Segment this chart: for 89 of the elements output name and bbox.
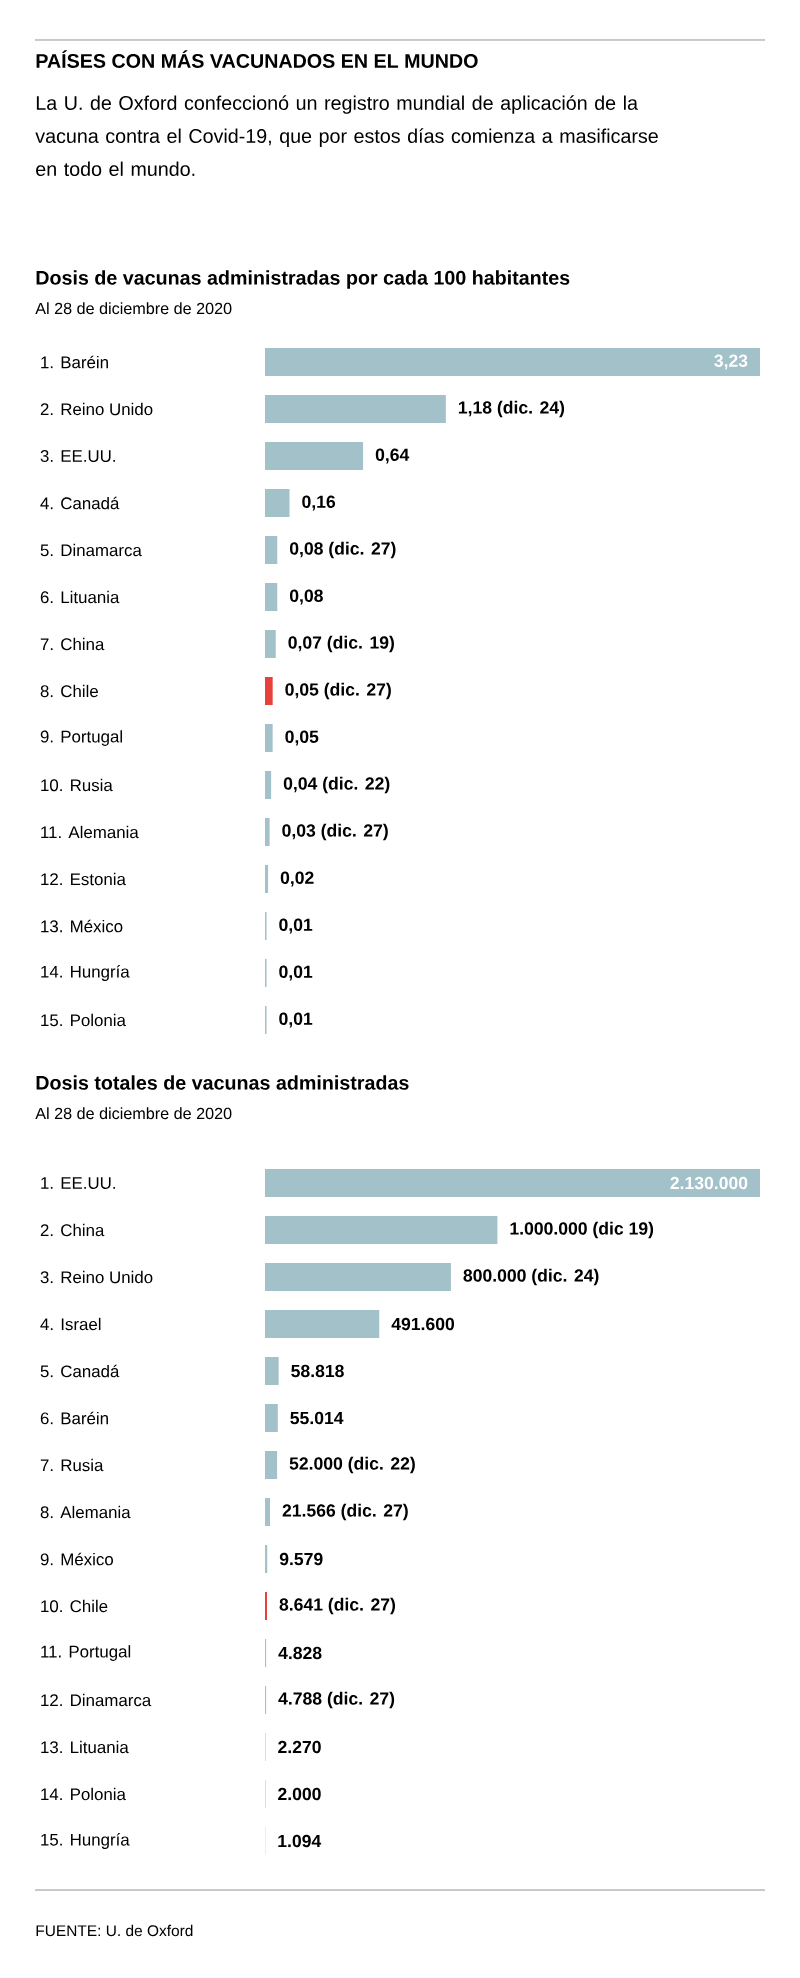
- y-tick-label: 9. México: [40, 1552, 113, 1566]
- bar: [265, 1592, 268, 1621]
- data-label: 21.566 (dic. 27): [282, 1503, 408, 1521]
- y-tick-label: 4. Canadá: [40, 496, 120, 510]
- data-label: 9.579: [279, 1552, 323, 1566]
- y-tick-label: 2. China: [40, 1223, 105, 1237]
- y-tick-label: 7. Rusia: [40, 1458, 104, 1472]
- y-tick-label: 15. Hungría: [41, 1833, 130, 1849]
- data-label: 0,01: [279, 965, 313, 981]
- data-label: 0,01: [279, 918, 313, 934]
- bar: [265, 442, 364, 471]
- y-tick-label: 13. México: [41, 919, 123, 933]
- y-tick-label: 3. EE.UU.: [40, 450, 115, 462]
- text: PAÍSES CON MÁS VACUNADOS EN EL MUNDO: [36, 50, 478, 68]
- bar: [265, 1169, 760, 1198]
- data-label: 8.641 (dic. 27): [279, 1597, 396, 1615]
- y-tick-label: 2. Reino Unido: [40, 402, 153, 416]
- y-tick-label: 12. Estonia: [41, 872, 126, 886]
- y-tick-label: 7. China: [40, 637, 105, 651]
- bar: [265, 1357, 279, 1386]
- y-tick-label: 11. Alemania: [41, 825, 139, 839]
- bar: [265, 489, 290, 518]
- y-tick-label: 6. Baréin: [40, 1411, 108, 1425]
- y-tick-label: 14. Hungría: [41, 965, 130, 981]
- data-label: 0,08 (dic. 27): [289, 541, 396, 559]
- y-tick-label: 6. Lituania: [40, 590, 120, 604]
- data-label: 1.000.000 (dic 19): [510, 1221, 654, 1239]
- data-label: 58.818: [291, 1364, 344, 1378]
- data-label: 1,18 (dic. 24): [458, 400, 565, 418]
- data-label: 2.270: [278, 1740, 321, 1754]
- y-tick-label: 5. Dinamarca: [40, 543, 142, 557]
- bar: [265, 865, 269, 894]
- data-label: 0,03 (dic. 27): [282, 823, 388, 841]
- data-label: 0,05 (dic. 27): [285, 682, 391, 700]
- data-label: 52.000 (dic. 22): [289, 1456, 415, 1474]
- y-tick-label: 4. Israel: [40, 1317, 101, 1331]
- y-tick-label: 9. Portugal: [40, 730, 122, 746]
- bar: [265, 1451, 278, 1480]
- text: Al 28 de diciembre de 2020: [35, 1107, 232, 1120]
- bar: [265, 771, 272, 800]
- bar: [265, 630, 276, 659]
- data-label: 0,04 (dic. 22): [283, 776, 390, 794]
- data-label: 2.000: [278, 1787, 321, 1801]
- text: La U. de Oxford confeccionó un registro mundial de aplicación de la vacuna contra el Covid-19, que por estos días comienza a masificarse en todo el mundo.: [35, 95, 658, 177]
- y-tick-label: 1. EE.UU.: [41, 1177, 115, 1189]
- y-tick-label: 10. Rusia: [41, 778, 113, 792]
- chart-title: Dosis de vacunas administradas por cada 100 habitantes: [36, 270, 570, 289]
- text: Al 28 de diciembre de 2020: [35, 302, 232, 315]
- bar: [265, 348, 761, 377]
- bar: [265, 1310, 380, 1339]
- data-label: 4.828: [278, 1646, 322, 1660]
- y-tick-label: 15. Polonia: [41, 1013, 126, 1027]
- y-tick-label: 10. Chile: [41, 1599, 108, 1613]
- y-tick-label: 1. Baréin: [41, 355, 108, 369]
- data-label: 2.130.000: [670, 1176, 748, 1190]
- data-label: 4.788 (dic. 27): [278, 1691, 395, 1709]
- y-tick-label: 14. Polonia: [41, 1787, 126, 1801]
- data-label: 0,01: [279, 1012, 313, 1028]
- data-label: 55.014: [290, 1411, 344, 1425]
- y-tick-label: 12. Dinamarca: [41, 1693, 152, 1707]
- y-tick-label: 8. Alemania: [40, 1505, 131, 1519]
- y-tick-label: 3. Reino Unido: [40, 1270, 153, 1284]
- bar: [265, 1216, 498, 1245]
- data-label: 0,07 (dic. 19): [288, 635, 394, 653]
- bar: [265, 583, 278, 612]
- y-tick-label: 11. Portugal: [41, 1645, 131, 1661]
- bar: [265, 1404, 278, 1433]
- bar: [265, 395, 446, 424]
- data-label: 0,05: [285, 730, 319, 746]
- y-tick-label: 13. Lituania: [41, 1740, 129, 1754]
- data-label: 0,02: [280, 871, 314, 887]
- y-tick-label: 8. Chile: [40, 684, 98, 698]
- bar: [265, 818, 270, 847]
- bar: [265, 1498, 271, 1527]
- bar: [265, 724, 273, 753]
- bar: [265, 536, 278, 565]
- bar: [265, 1263, 451, 1292]
- data-label: 800.000 (dic. 24): [463, 1268, 599, 1286]
- data-label: 491.600: [391, 1317, 455, 1331]
- y-tick-label: 5. Canadá: [40, 1364, 120, 1378]
- source-note: FUENTE: U. de Oxford: [36, 1924, 193, 1937]
- data-label: 1.094: [278, 1834, 322, 1848]
- data-label: 0,16: [302, 495, 336, 511]
- bar: [265, 677, 273, 706]
- data-label: 3,23: [714, 354, 748, 370]
- data-label: 0,64: [375, 448, 410, 464]
- chart-title: Dosis totales de vacunas administradas: [36, 1075, 409, 1090]
- data-label: 0,08: [289, 589, 323, 605]
- bar: [265, 1545, 268, 1574]
